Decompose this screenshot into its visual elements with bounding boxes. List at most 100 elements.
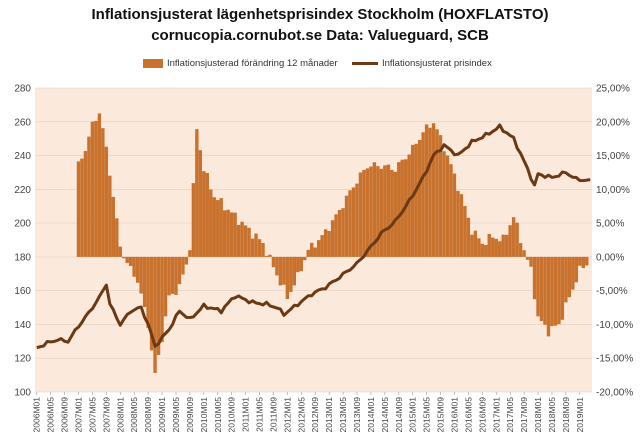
x-tick-label: 2016M01 <box>449 397 459 433</box>
x-tick-label: 2009M09 <box>185 397 195 433</box>
y-left-tick-label: 180 <box>14 252 31 263</box>
bar <box>515 222 519 257</box>
y-right-tick-label: -20,00% <box>596 388 633 399</box>
bar <box>156 256 161 355</box>
bar <box>470 234 474 257</box>
bar <box>358 172 363 257</box>
bar <box>142 256 147 308</box>
bar <box>104 146 109 257</box>
chart-title: Inflationsjusterat lägenhetsprisindex St… <box>91 6 549 23</box>
bar <box>240 221 244 257</box>
x-tick-label: 2013M01 <box>324 397 334 433</box>
bar <box>376 166 380 257</box>
y-right-tick-label: 10,00% <box>596 185 630 196</box>
x-tick-label: 2012M05 <box>296 397 306 433</box>
bar <box>80 158 84 257</box>
bar <box>247 227 251 257</box>
bar <box>571 256 575 290</box>
x-tick-label: 2011M01 <box>241 397 251 432</box>
y-right-tick-label: -15,00% <box>596 354 633 365</box>
bar <box>209 189 213 257</box>
y-left-tick-label: 160 <box>14 286 31 297</box>
y-left-tick-label: 260 <box>14 117 31 128</box>
bar <box>365 168 370 257</box>
x-tick-label: 2007M01 <box>74 397 84 433</box>
bar <box>383 165 387 257</box>
bar <box>355 183 359 257</box>
x-tick-label: 2006M09 <box>60 397 70 433</box>
bar <box>292 256 297 286</box>
bar <box>428 127 432 257</box>
bar <box>348 190 352 257</box>
bar <box>236 224 241 257</box>
bar <box>372 162 377 257</box>
bar <box>146 256 150 328</box>
bar <box>473 230 478 257</box>
x-tick-label: 2008M09 <box>143 397 153 433</box>
x-tick-label: 2008M05 <box>129 397 139 433</box>
bar <box>334 214 338 257</box>
x-tick-label: 2015M09 <box>436 397 446 433</box>
y-right-tick-label: 0,00% <box>596 252 624 263</box>
bar <box>111 196 115 257</box>
bar <box>379 168 384 257</box>
x-tick-label: 2007M05 <box>87 397 97 433</box>
bar <box>442 151 446 257</box>
bar <box>529 256 533 267</box>
y-left-tick-label: 240 <box>14 151 31 162</box>
bar <box>243 225 248 257</box>
bar <box>282 256 286 285</box>
x-tick-label: 2006M01 <box>32 397 42 433</box>
bar <box>198 150 203 257</box>
bar <box>491 237 495 257</box>
bar <box>532 256 537 300</box>
plot-area <box>35 88 592 392</box>
bar <box>289 256 293 292</box>
bar <box>477 238 481 257</box>
bar <box>581 256 585 269</box>
bar <box>174 256 178 295</box>
x-tick-label: 2011M05 <box>255 397 265 432</box>
legend-label-bar: Inflationsjusterad förändring 12 månader <box>167 58 338 69</box>
y-left-tick-label: 140 <box>14 320 31 331</box>
bar <box>167 256 171 296</box>
bar <box>94 120 98 257</box>
bar <box>393 171 397 257</box>
bar <box>153 256 157 373</box>
y-right-tick-label: 20,00% <box>596 117 630 128</box>
x-tick-label: 2012M09 <box>310 397 320 433</box>
bar <box>268 254 272 257</box>
x-tick-label: 2010M09 <box>227 397 237 433</box>
y-left-tick-label: 120 <box>14 354 31 365</box>
bar <box>195 129 199 257</box>
bar <box>421 132 425 257</box>
bar <box>330 220 335 257</box>
bar <box>264 255 269 257</box>
bar <box>390 169 394 257</box>
bar <box>438 135 443 257</box>
x-tick-label: 2018M01 <box>533 397 543 433</box>
bar <box>184 256 189 265</box>
bar <box>466 217 471 257</box>
bar <box>132 256 136 277</box>
bar <box>135 256 140 283</box>
bar <box>327 231 331 257</box>
bar <box>567 256 572 298</box>
y-left-tick-label: 220 <box>14 185 31 196</box>
bar <box>518 243 523 257</box>
bar <box>320 235 324 257</box>
bar <box>498 241 502 257</box>
bar <box>296 256 300 273</box>
x-tick-label: 2018M05 <box>547 397 557 433</box>
legend-swatch-line <box>352 61 378 65</box>
bar <box>202 171 206 257</box>
bar <box>219 198 223 257</box>
bar <box>494 238 498 257</box>
x-tick-label: 2014M09 <box>394 397 404 433</box>
bar <box>229 212 234 257</box>
bar <box>122 256 126 259</box>
bar <box>351 187 356 257</box>
bar <box>410 144 415 257</box>
bar <box>560 256 565 320</box>
